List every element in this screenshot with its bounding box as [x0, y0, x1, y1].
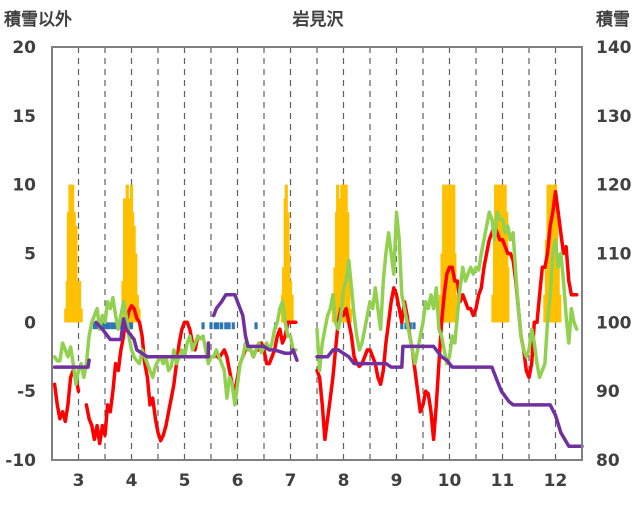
left-tick-label: 0 [24, 313, 36, 333]
left-tick-label: 10 [12, 176, 36, 196]
bar-mark [75, 281, 80, 323]
bar-mark [209, 322, 213, 330]
bar-mark [347, 267, 351, 323]
right-tick-label: 80 [596, 451, 620, 471]
bar-mark [348, 308, 352, 323]
bar-mark [92, 322, 96, 330]
bar-mark [104, 322, 108, 330]
left-tick-label: 20 [12, 38, 36, 58]
line-series-layer [52, 189, 584, 448]
series-line [315, 344, 584, 448]
bar-mark [127, 322, 131, 330]
x-tick-label: 9 [391, 471, 403, 491]
series-line [315, 210, 579, 380]
left-tick-label: -10 [5, 451, 36, 471]
plot-frame [51, 46, 583, 461]
bar-mark [77, 281, 82, 323]
right-tick-label: 120 [596, 176, 632, 196]
bar-mark [220, 322, 224, 330]
left-tick-label: 15 [12, 107, 36, 127]
left-tick-label: -5 [17, 382, 36, 402]
right-tick-label: 130 [596, 107, 632, 127]
x-tick-label: 3 [73, 471, 85, 491]
x-tick-label: 11 [491, 471, 515, 491]
bar-mark [134, 253, 138, 323]
x-tick-label: 4 [126, 471, 138, 491]
series-line [94, 317, 211, 359]
bar-mark [453, 253, 457, 323]
bar-mark [216, 322, 220, 330]
bar-mark [558, 294, 562, 323]
bar-mark [119, 322, 123, 330]
bar-mark [412, 322, 416, 330]
right-tick-label: 90 [596, 382, 620, 402]
tick-labels: -10 -5 0 5 10 15 20 80 90 100 110 120 130 140 3 4 5 6 7 8 9 1… [5, 38, 631, 491]
bar-mark [74, 225, 78, 323]
bar-mark [110, 322, 114, 330]
chart-title: 岩見沢 [292, 9, 345, 30]
bar-mark [506, 267, 510, 323]
right-axis-title: 積雪 [596, 9, 630, 30]
series-line [211, 293, 299, 362]
bar-mark [408, 322, 412, 330]
grid-lines [77, 47, 557, 460]
bar-mark [213, 322, 217, 330]
x-tick-label: 5 [179, 471, 191, 491]
right-tick-label: 110 [596, 245, 632, 265]
x-tick-label: 6 [232, 471, 244, 491]
series-line [84, 304, 200, 446]
bar-mark [79, 308, 83, 323]
bar-mark [201, 322, 205, 330]
bar-mark [400, 322, 404, 330]
bar-mark [556, 253, 560, 323]
bar-mark [227, 322, 231, 330]
right-tick-label: 140 [596, 38, 632, 58]
bar-mark [107, 322, 111, 330]
left-tick-label: 5 [24, 245, 36, 265]
bar-mark [254, 322, 258, 330]
x-tick-label: 10 [438, 471, 462, 491]
bar-mark [101, 322, 105, 330]
bar-mark [137, 308, 141, 323]
x-tick-label: 8 [338, 471, 350, 491]
bar-mark [129, 322, 134, 330]
bar-mark [231, 322, 235, 330]
left-axis-title: 積雪以外 [4, 9, 72, 30]
right-tick-label: 100 [596, 313, 632, 333]
bar-mark [113, 322, 117, 330]
bar-mark [135, 294, 139, 323]
bar-mark [290, 294, 294, 323]
x-tick-label: 12 [544, 471, 568, 491]
bar-mark [224, 322, 228, 330]
x-tick-label: 7 [285, 471, 297, 491]
series-line [52, 358, 91, 369]
